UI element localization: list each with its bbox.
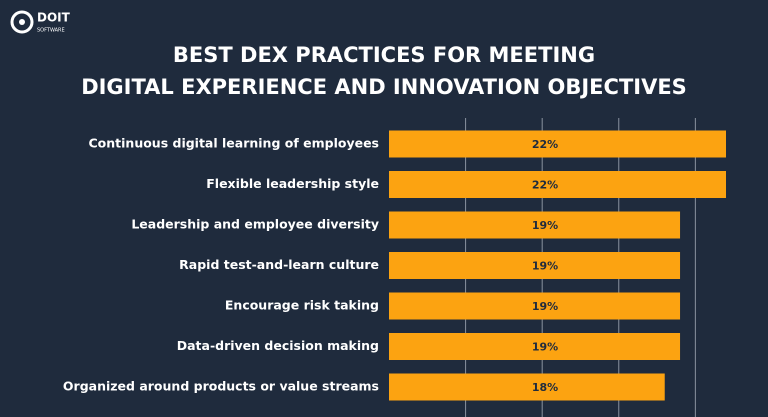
chart-title: DIGITAL EXPERIENCE AND INNOVATION OBJECT… bbox=[81, 75, 687, 99]
value-label: 18% bbox=[532, 381, 558, 394]
logo-name: DOIT bbox=[37, 11, 71, 25]
category-label: Data-driven decision making bbox=[177, 338, 379, 353]
bar bbox=[389, 373, 665, 401]
bar bbox=[389, 292, 681, 320]
chart-title: BEST DEX PRACTICES FOR MEETING bbox=[173, 43, 595, 67]
value-label: 19% bbox=[532, 219, 558, 232]
category-label: Rapid test-and-learn culture bbox=[179, 257, 379, 272]
bar bbox=[389, 171, 726, 198]
bar bbox=[389, 211, 681, 239]
category-label: Encourage risk taking bbox=[225, 298, 379, 313]
value-label: 19% bbox=[532, 260, 558, 273]
category-label: Flexible leadership style bbox=[206, 176, 379, 191]
value-label: 19% bbox=[532, 300, 558, 313]
value-label: 22% bbox=[532, 179, 558, 192]
logo-mark bbox=[10, 10, 34, 34]
category-label: Continuous digital learning of employees bbox=[89, 136, 380, 151]
category-label: Leadership and employee diversity bbox=[131, 217, 379, 232]
bar bbox=[389, 333, 681, 360]
bar bbox=[389, 252, 681, 279]
category-label: Organized around products or value strea… bbox=[63, 379, 379, 394]
logo-tagline: SOFTWARE bbox=[37, 28, 65, 34]
value-label: 22% bbox=[532, 138, 558, 151]
logo-dot bbox=[19, 19, 25, 25]
value-label: 19% bbox=[532, 341, 558, 354]
bar bbox=[389, 130, 726, 158]
